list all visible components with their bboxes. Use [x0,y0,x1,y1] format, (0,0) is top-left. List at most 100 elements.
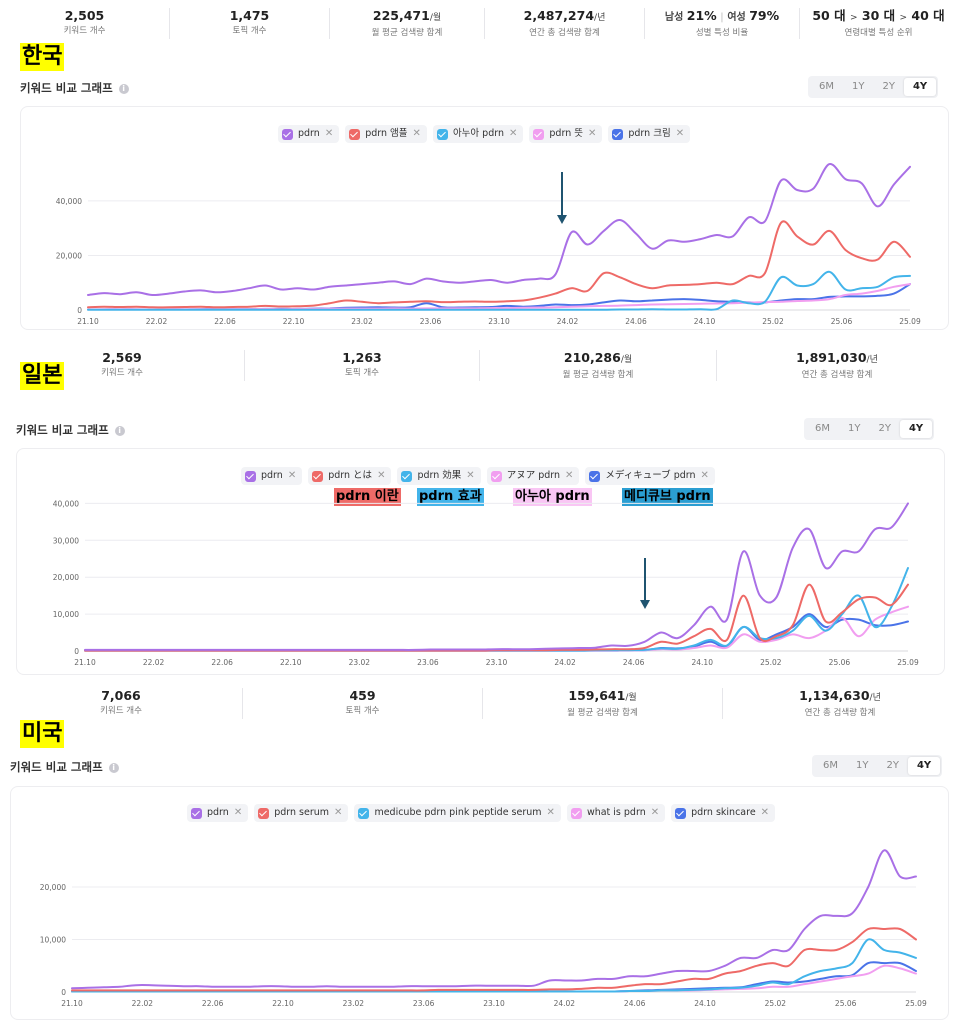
keyword-chip[interactable]: pdrn 効果 ✕ [397,467,481,485]
x-tick-label: 22.06 [202,999,224,1008]
series-line-pdrn[interactable] [71,849,917,990]
close-icon[interactable]: ✕ [377,470,386,481]
checkbox-icon[interactable] [358,807,370,819]
keyword-chip[interactable]: アヌア pdrn ✕ [486,467,580,485]
x-tick-label: 24.06 [624,999,646,1008]
age-ranking: 50 대 > 30 대 > 40 대 [812,8,945,23]
info-icon[interactable]: i [108,763,119,773]
range-button-2y[interactable]: 2Y [878,423,891,434]
checkbox-icon[interactable] [490,470,502,482]
keyword-chip[interactable]: pdrn ✕ [187,804,249,822]
close-icon[interactable]: ✕ [700,470,709,481]
range-button-2y[interactable]: 2Y [886,760,899,771]
x-tick-label: 22.10 [280,658,302,667]
keyword-chip[interactable]: medicube pdrn pink peptide serum ✕ [354,804,561,822]
keyword-chip-label: pdrn skincare [691,807,756,818]
checkbox-icon[interactable] [612,128,624,140]
keyword-chip[interactable]: pdrn 앰플 ✕ [345,125,427,143]
range-button-6m[interactable]: 6M [823,760,838,771]
y-tick-label: 20,000 [56,251,82,260]
stat-value: 1,263 [342,350,382,365]
checkbox-icon[interactable] [675,807,687,819]
range-selector: 6M 1Y 2Y 4Y [804,418,935,440]
y-tick-label: 0 [61,988,66,997]
jp-stat-topics: 1,263 토픽 개수 [245,350,480,381]
stat-value: 1,134,630/년 [799,688,881,703]
country-label-usa: 미국 [20,720,65,748]
series-line-medicube-pdrn-pink-peptide-serum[interactable] [71,938,917,993]
chevron-right-icon: > [849,13,858,23]
checkbox-icon[interactable] [191,807,202,819]
us-stat-yearly: 1,134,630/년 연간 총 검색량 합계 [723,688,957,719]
keyword-chip[interactable]: pdrn skincare ✕ [671,804,776,822]
close-icon[interactable]: ✕ [587,128,597,139]
keyword-chip-label: 아누아 pdrn [452,128,504,139]
close-icon[interactable]: ✕ [287,470,297,481]
x-tick-label: 22.02 [143,658,165,667]
checkbox-icon[interactable] [245,470,256,482]
x-tick-label: 24.10 [692,658,714,667]
country-label-japan: 일본 [20,362,65,390]
keyword-chip[interactable]: pdrn ✕ [241,467,303,485]
keyword-chip[interactable]: pdrn 뜻 ✕ [529,125,603,143]
graph-title: 키워드 비교 그래프 i [20,80,129,96]
us-chart-panel [10,786,949,1020]
series-line-pdrn-serum[interactable] [71,927,917,992]
range-selector: 6M 1Y 2Y 4Y [808,76,939,98]
x-tick-label: 22.06 [211,658,233,667]
close-icon[interactable]: ✕ [233,807,243,818]
close-icon[interactable]: ✕ [324,128,334,139]
close-icon[interactable]: ✕ [675,128,685,139]
stat-label: 연령대별 특성 순위 [844,28,913,38]
stat-label: 연간 총 검색량 합계 [529,28,600,38]
close-icon[interactable]: ✕ [760,807,770,818]
keyword-chip[interactable]: pdrn とは ✕ [308,467,392,485]
keyword-chip[interactable]: pdrn ✕ [278,125,340,143]
checkbox-icon[interactable] [570,807,582,819]
checkbox-icon[interactable] [282,128,293,140]
info-icon[interactable]: i [118,84,129,94]
checkbox-icon[interactable] [401,470,413,482]
range-button-4y[interactable]: 4Y [907,757,941,775]
series-line-pdrn[interactable] [84,502,909,651]
range-button-4y[interactable]: 4Y [899,420,933,438]
close-icon[interactable]: ✕ [546,807,555,818]
checkbox-icon[interactable] [589,470,601,482]
range-button-6m[interactable]: 6M [815,423,830,434]
jp-chart-panel [16,448,945,675]
checkbox-icon[interactable] [258,807,270,819]
close-icon[interactable]: ✕ [650,807,660,818]
keyword-chip[interactable]: what is pdrn ✕ [566,804,666,822]
checkbox-icon[interactable] [533,128,545,140]
stat-label: 토픽 개수 [345,368,379,378]
range-button-2y[interactable]: 2Y [882,81,895,92]
checkbox-icon[interactable] [436,128,448,140]
range-button-1y[interactable]: 1Y [852,81,865,92]
series-line-what-is-pdrn[interactable] [71,964,917,993]
checkbox-icon[interactable] [312,470,324,482]
kr-stats-bar: 2,505 키워드 개수 1,475 토픽 개수 225,471/월 월 평균 … [0,8,957,39]
series-line-아누아-pdrn[interactable] [87,270,911,311]
range-button-1y[interactable]: 1Y [848,423,861,434]
keyword-chip[interactable]: メディキューブ pdrn ✕ [585,467,715,485]
keyword-chip[interactable]: pdrn serum ✕ [254,804,349,822]
close-icon[interactable]: ✕ [509,128,518,139]
keyword-chip[interactable]: 아누아 pdrn ✕ [432,125,524,143]
close-icon[interactable]: ✕ [466,470,475,481]
keyword-chip-label: pdrn [207,807,229,818]
x-tick-label: 22.02 [146,317,168,326]
keyword-chip[interactable]: pdrn 크림 ✕ [608,125,691,143]
range-button-6m[interactable]: 6M [819,81,834,92]
close-icon[interactable]: ✕ [334,807,343,818]
series-line-pdrn[interactable] [87,163,911,297]
series-line-pdrn-앰플[interactable] [87,220,911,309]
range-button-4y[interactable]: 4Y [903,78,937,96]
checkbox-icon[interactable] [349,128,361,140]
close-icon[interactable]: ✕ [412,128,421,139]
info-icon[interactable]: i [114,426,125,436]
x-tick-label: 22.02 [132,999,154,1008]
close-icon[interactable]: ✕ [565,470,574,481]
kr-stat-topics: 1,475 토픽 개수 [170,8,330,39]
stat-label: 토픽 개수 [345,706,380,716]
range-button-1y[interactable]: 1Y [856,760,869,771]
